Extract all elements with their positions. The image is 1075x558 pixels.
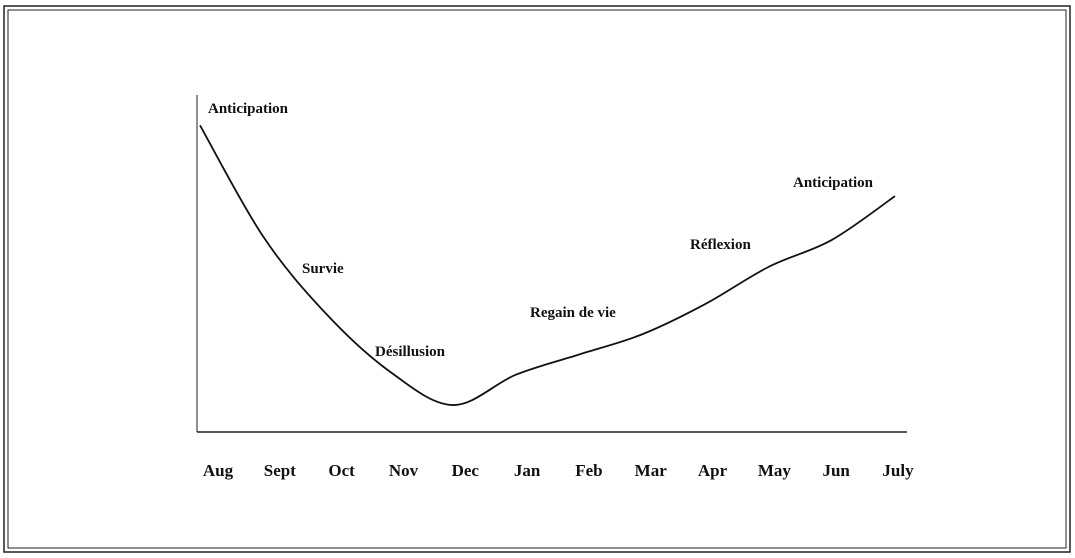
annotation: Désillusion [375,344,446,360]
annotation: Survie [302,261,344,277]
x-tick-label: Aug [203,461,234,480]
x-tick-label: Mar [635,461,668,480]
x-tick-label: Oct [328,461,355,480]
x-tick-label: Apr [698,461,728,480]
annotation: Réflexion [690,237,751,253]
annotation: Anticipation [793,175,874,191]
x-tick-label: Feb [575,461,602,480]
x-tick-label: Nov [389,461,419,480]
frame-inner [7,9,1067,549]
x-tick-label: July [882,461,914,480]
x-tick-label: Dec [452,461,480,480]
annotation: Anticipation [208,101,289,117]
curve [199,124,896,406]
x-tick-label: Jun [822,461,850,480]
x-tick-label: May [758,461,792,480]
x-tick-label: Jan [514,461,541,480]
x-tick-label: Sept [264,461,296,480]
annotation: Regain de vie [530,305,616,321]
frame [3,5,1071,553]
